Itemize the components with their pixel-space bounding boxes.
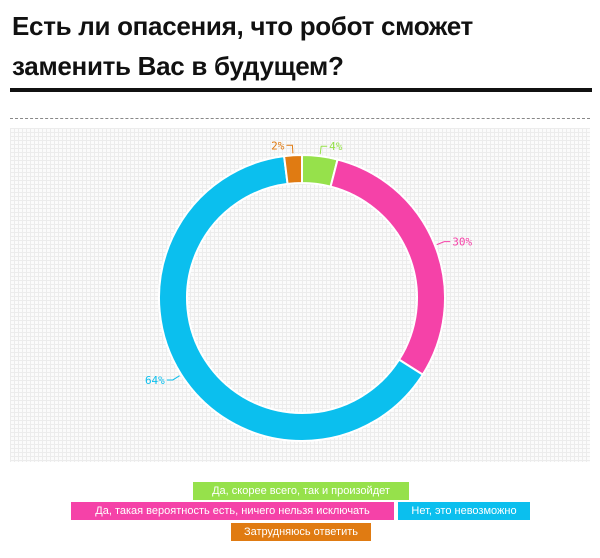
legend-item-unsure: Затрудняюсь ответить xyxy=(231,523,371,541)
label-unsure: 2% xyxy=(271,139,285,152)
plot-area xyxy=(10,128,590,462)
label-likely-leader xyxy=(319,145,328,155)
label-unsure-leader xyxy=(286,144,294,154)
slice-impossible xyxy=(158,155,425,442)
slice-possible xyxy=(329,158,446,377)
label-impossible: 64% xyxy=(145,374,165,387)
label-impossible-leader xyxy=(166,375,180,381)
label-possible: 30% xyxy=(452,236,472,249)
slice-unsure xyxy=(282,153,303,186)
chart-title: Есть ли опасения, что робот сможет замен… xyxy=(12,11,473,81)
label-likely: 4% xyxy=(329,140,343,153)
legend-item-impossible: Нет, это невозможно xyxy=(398,502,530,520)
legend-item-possible: Да, такая вероятность есть, ничего нельз… xyxy=(71,502,394,520)
dashed-divider xyxy=(10,118,590,119)
label-possible-leader xyxy=(436,241,451,246)
legend-item-likely: Да, скорее всего, так и произойдет xyxy=(193,482,409,500)
title-divider xyxy=(10,88,592,92)
